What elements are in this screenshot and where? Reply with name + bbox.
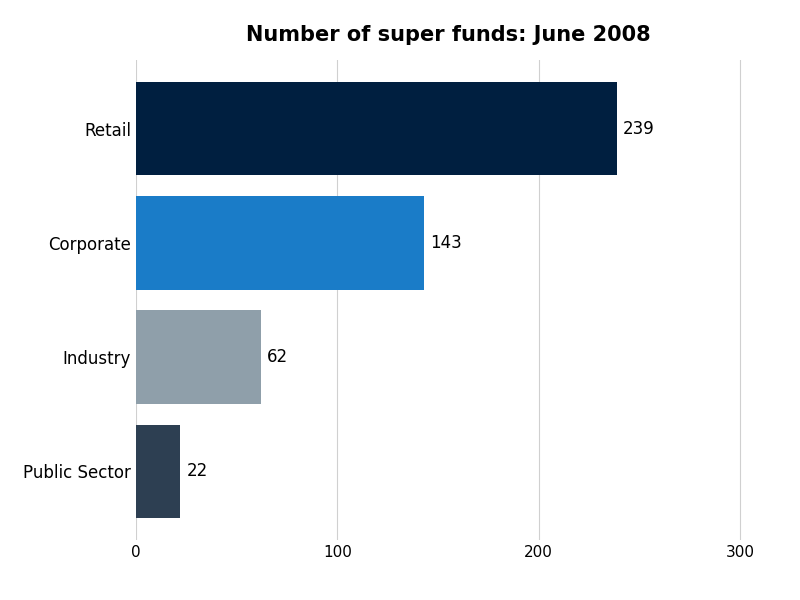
Bar — [136, 196, 424, 290]
Text: 143: 143 — [430, 234, 462, 252]
Bar — [136, 82, 617, 175]
Text: 239: 239 — [623, 119, 655, 137]
Title: Number of super funds: June 2008: Number of super funds: June 2008 — [246, 25, 650, 44]
Text: 62: 62 — [267, 348, 288, 366]
Bar — [136, 425, 180, 518]
Text: 22: 22 — [186, 463, 207, 481]
Bar — [136, 310, 261, 404]
